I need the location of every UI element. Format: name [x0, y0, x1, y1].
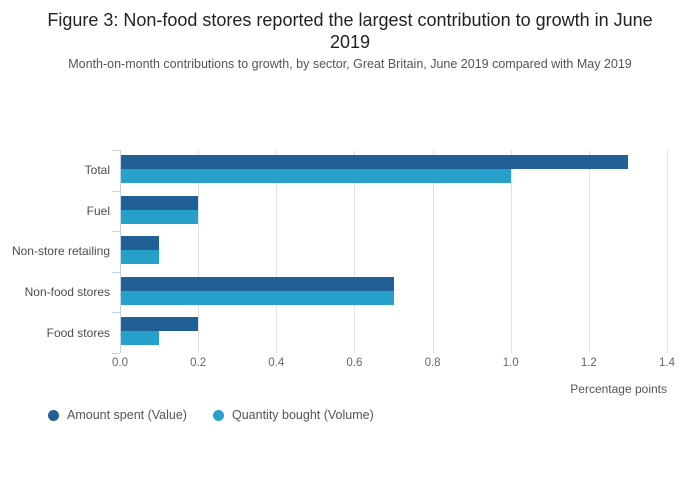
- y-axis-line: [120, 150, 121, 353]
- bar-value: [120, 317, 199, 332]
- gridline: [276, 150, 278, 353]
- bar-volume: [120, 250, 160, 265]
- legend-dot-icon: [212, 409, 224, 421]
- category-label: Non-food stores: [24, 285, 110, 300]
- bar-volume: [120, 331, 160, 346]
- bar-value: [120, 276, 394, 291]
- gridline: [588, 150, 590, 353]
- category-label: Fuel: [86, 203, 110, 218]
- bar-value: [120, 155, 628, 169]
- plot-area: [120, 150, 668, 353]
- legend-label: Quantity bought (Volume): [231, 408, 374, 422]
- x-axis-tick-labels: 0.0 0.2 0.4 0.6 0.8 1.0 1.2 1.4: [112, 357, 675, 371]
- chart-legend: Amount spent (Value) Quantity bought (Vol…: [48, 408, 374, 422]
- bar-value: [120, 236, 160, 251]
- bar-volume: [120, 169, 511, 183]
- legend-label: Amount spent (Value): [67, 408, 187, 422]
- x-tick-label: 1.0: [502, 357, 519, 369]
- category-label: Non-store retailing: [11, 244, 110, 259]
- y-axis-tick: [112, 312, 120, 314]
- y-axis-category-labels: Total Fuel Non-store retailing Non-food sto…: [0, 150, 110, 353]
- x-tick-label: 0.4: [268, 357, 285, 369]
- x-tick-label: 0.2: [190, 357, 207, 369]
- x-tick-label: 1.4: [659, 357, 675, 369]
- x-axis-title: Percentage points: [570, 382, 667, 396]
- gridline: [667, 150, 668, 353]
- category-label: Total: [84, 163, 110, 178]
- bar-volume: [120, 290, 394, 305]
- x-tick-label: 0.6: [346, 357, 363, 369]
- x-tick-label: 0.8: [424, 357, 441, 369]
- chart-title: Figure 3: Non-food stores reported the l…: [47, 10, 653, 52]
- y-axis-tick: [112, 271, 120, 273]
- y-axis-tick: [112, 231, 120, 233]
- y-axis-tick: [112, 190, 120, 192]
- x-tick-label: 0.0: [112, 357, 128, 369]
- gridline: [354, 150, 356, 353]
- gridline: [198, 150, 200, 353]
- bar-value: [120, 195, 199, 210]
- bar-volume: [120, 209, 199, 224]
- gridline: [510, 150, 512, 353]
- category-label: Food stores: [46, 325, 110, 340]
- x-tick-label: 1.2: [580, 357, 597, 369]
- gridline: [432, 150, 434, 353]
- y-axis-tick: [112, 353, 120, 354]
- chart-subtitle: Month-on-month contributions to growth, …: [68, 57, 632, 71]
- y-axis-tick: [112, 150, 120, 151]
- legend-item: Amount spent (Value): [48, 408, 187, 422]
- legend-dot-icon: [48, 409, 59, 421]
- legend-item: Quantity bought (Volume): [212, 408, 374, 422]
